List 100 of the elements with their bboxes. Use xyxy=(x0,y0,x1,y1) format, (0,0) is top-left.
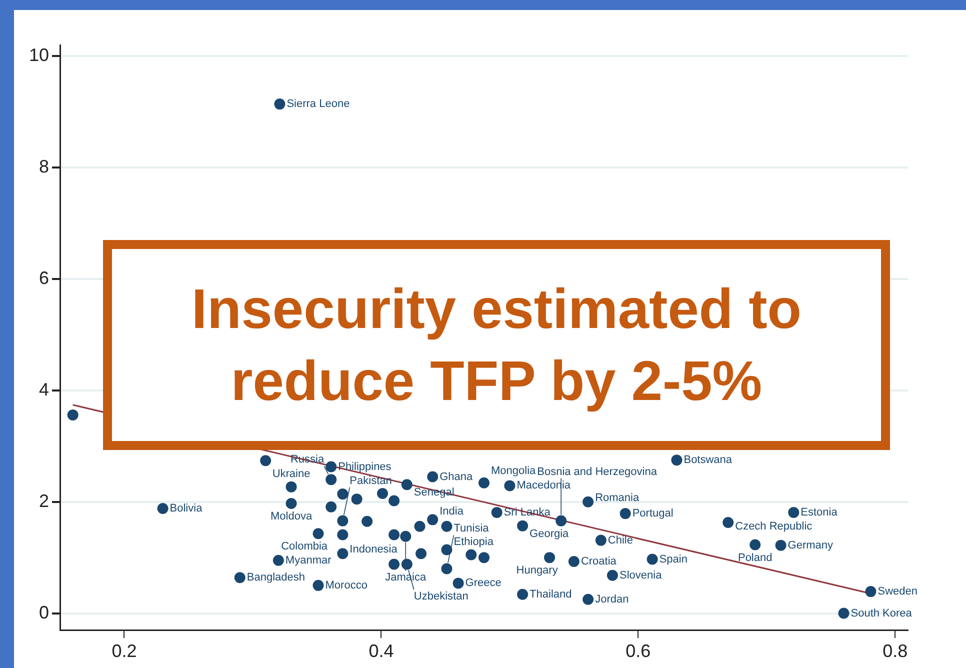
annotation: Insecurity estimated to reduce TFP by 2-5% xyxy=(103,240,890,450)
point xyxy=(865,586,876,598)
annotation: Morocco xyxy=(325,579,368,592)
y-tick-label: 0 xyxy=(38,602,49,622)
point xyxy=(312,528,324,540)
annotation: Thailand xyxy=(530,588,572,600)
x-tick-label: 0.6 xyxy=(626,640,651,661)
point xyxy=(788,506,800,518)
x-tick-label: 0.8 xyxy=(882,640,908,661)
point xyxy=(362,516,373,527)
y-tick-label: 10 xyxy=(28,45,49,66)
point xyxy=(838,608,850,619)
point xyxy=(504,480,516,492)
point xyxy=(337,488,348,500)
annotation: Poland xyxy=(738,552,772,564)
y-tick-label: 4 xyxy=(38,379,49,400)
point xyxy=(452,578,464,589)
point xyxy=(427,471,438,482)
point xyxy=(388,529,400,540)
point xyxy=(274,98,286,110)
point xyxy=(416,548,427,560)
point xyxy=(67,409,78,420)
point xyxy=(646,554,658,565)
annotation: Spain xyxy=(659,553,688,566)
point xyxy=(388,495,400,506)
annotation: Romania xyxy=(595,492,640,504)
annotation: Germany xyxy=(788,539,834,552)
annotation: Moldova xyxy=(270,510,313,523)
point xyxy=(517,520,528,532)
point xyxy=(337,529,348,540)
point xyxy=(620,508,631,520)
annotation: Sierra Leone xyxy=(286,98,350,110)
annotation: Botswana xyxy=(684,454,733,466)
annotation: Estonia xyxy=(800,506,838,518)
point xyxy=(337,515,348,526)
point xyxy=(427,514,438,526)
annotation: South Korea xyxy=(850,607,913,620)
annotation: Pakistan xyxy=(350,474,392,487)
point xyxy=(606,570,618,581)
point xyxy=(775,540,786,551)
point xyxy=(556,515,567,526)
point xyxy=(312,580,324,591)
annotation: Croatia xyxy=(580,556,618,568)
point xyxy=(582,496,594,508)
point xyxy=(544,552,556,564)
point xyxy=(441,544,452,556)
point xyxy=(401,479,412,490)
point xyxy=(750,539,761,550)
point xyxy=(326,461,337,472)
annotation: Bolivia xyxy=(170,502,204,515)
y-tick-label: 2 xyxy=(38,490,49,511)
annotation: Ethiopia xyxy=(454,536,494,548)
annotation: Mongolia xyxy=(491,464,537,477)
annotation: Indonesia xyxy=(350,544,398,556)
annotation: Bangladesh xyxy=(246,572,305,584)
point xyxy=(671,454,682,466)
point xyxy=(722,516,734,528)
point xyxy=(400,530,412,542)
y-tick-label: 8 xyxy=(38,156,49,177)
point xyxy=(286,498,297,510)
point xyxy=(234,572,246,584)
point xyxy=(582,594,594,605)
point xyxy=(260,455,272,466)
point xyxy=(478,552,490,564)
point xyxy=(376,488,388,499)
point xyxy=(466,549,477,560)
point xyxy=(286,481,297,492)
annotation: Sweden xyxy=(878,586,918,598)
annotation: Philippines xyxy=(338,460,392,473)
annotation: Colombia xyxy=(281,540,328,553)
annotation: India xyxy=(440,506,464,518)
point xyxy=(157,503,168,514)
point xyxy=(568,556,580,567)
annotation: Hungary xyxy=(516,564,558,577)
annotation: Uzbekistan xyxy=(414,590,468,602)
x-tick-label: 0.4 xyxy=(368,640,394,661)
point xyxy=(478,477,490,488)
annotation: Slovenia xyxy=(619,569,663,582)
point xyxy=(517,588,528,600)
annotation: Greece xyxy=(465,577,502,590)
annotation: Tunisia xyxy=(454,522,490,535)
point xyxy=(491,506,502,518)
annotation: Jordan xyxy=(595,593,629,606)
y-tick-label: 6 xyxy=(38,268,49,288)
point xyxy=(337,548,348,560)
annotation: Bosnia and Herzegovina xyxy=(537,466,658,478)
point xyxy=(595,534,606,546)
point xyxy=(441,520,452,532)
point xyxy=(326,474,337,486)
annotation: Georgia xyxy=(530,528,570,540)
annotation: Myanmar xyxy=(285,554,332,566)
annotation: Chile xyxy=(608,534,633,546)
point xyxy=(388,558,400,570)
point xyxy=(414,520,426,532)
x-tick-label: 0.2 xyxy=(112,640,137,661)
point xyxy=(351,494,362,505)
point xyxy=(326,501,337,512)
annotation: Ukraine xyxy=(272,468,310,480)
point xyxy=(272,554,284,566)
annotation: Ghana xyxy=(440,470,474,483)
